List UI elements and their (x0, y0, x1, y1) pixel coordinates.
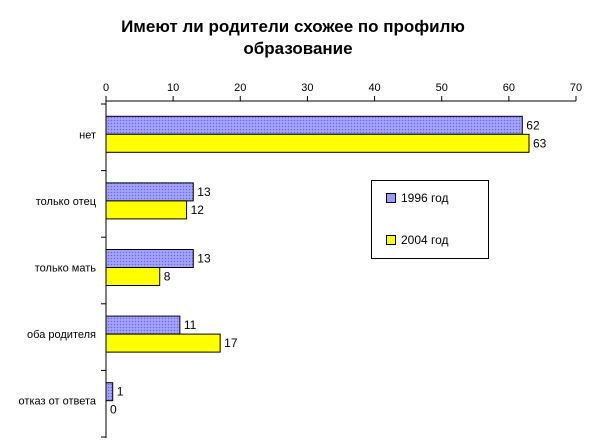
x-tick-label: 10 (167, 82, 179, 94)
category-label: только мать (35, 263, 97, 275)
data-label: 12 (191, 203, 205, 217)
legend-item-1996: 1996 год (386, 191, 449, 205)
data-label: 11 (184, 318, 197, 332)
x-tick-label: 40 (368, 82, 380, 94)
category-label: отказ от ответа (19, 396, 97, 408)
x-tick-label: 50 (436, 82, 448, 94)
category-label: оба родителя (27, 329, 96, 341)
data-label: 8 (164, 270, 171, 284)
legend-label-1996: 1996 год (401, 191, 449, 205)
bar-1996 (105, 382, 114, 402)
data-label: 17 (224, 336, 238, 350)
x-tick-label: 70 (570, 82, 582, 94)
x-axis: 0 10 20 30 40 50 60 70 (103, 82, 582, 102)
x-tick-label: 60 (503, 82, 515, 94)
chart-title-line-2: образование (243, 39, 353, 58)
data-label: 13 (197, 185, 211, 199)
x-tick-label: 30 (301, 82, 313, 94)
bar-1996 (105, 249, 194, 268)
data-label: 1 (117, 385, 124, 399)
legend: 1996 год 2004 год (371, 180, 489, 259)
data-label: 63 (533, 136, 547, 150)
bar-1996 (105, 115, 523, 135)
x-tick-label: 20 (234, 82, 246, 94)
category-label: нет (79, 129, 96, 141)
bar-1996 (105, 182, 194, 202)
bar-2004 (105, 267, 161, 286)
bar-2004 (105, 200, 188, 220)
bar-2004 (105, 133, 530, 153)
data-label: 0 (110, 403, 117, 417)
category-axis: нет только отец только мать оба родителя отк… (19, 101, 107, 438)
legend-swatch-2004 (386, 235, 396, 245)
data-label: 62 (526, 118, 540, 132)
bar-1996 (105, 315, 181, 335)
x-tick-label: 0 (103, 82, 109, 94)
legend-item-2004: 2004 год (386, 233, 449, 247)
data-label: 13 (197, 252, 211, 266)
bars (105, 115, 530, 402)
data-labels: 62 63 13 12 13 8 11 17 10 (110, 118, 547, 416)
chart-title: Имеют ли родители схожее по профилю обра… (0, 16, 596, 60)
legend-label-2004: 2004 год (401, 233, 449, 247)
category-label: только отец (36, 196, 97, 208)
legend-swatch-1996 (386, 193, 396, 203)
bar-2004 (105, 333, 221, 353)
chart-title-line-1: Имеют ли родители схожее по профилю (121, 17, 465, 36)
